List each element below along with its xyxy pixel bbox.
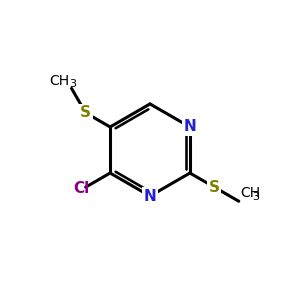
Text: CH: CH (240, 186, 260, 200)
Text: N: N (184, 119, 196, 134)
Text: CH: CH (50, 74, 70, 88)
Text: 3: 3 (253, 192, 260, 202)
Text: Cl: Cl (74, 181, 90, 196)
Text: S: S (209, 180, 220, 195)
Text: S: S (80, 105, 91, 120)
Text: N: N (144, 189, 156, 204)
Text: 3: 3 (70, 79, 76, 89)
